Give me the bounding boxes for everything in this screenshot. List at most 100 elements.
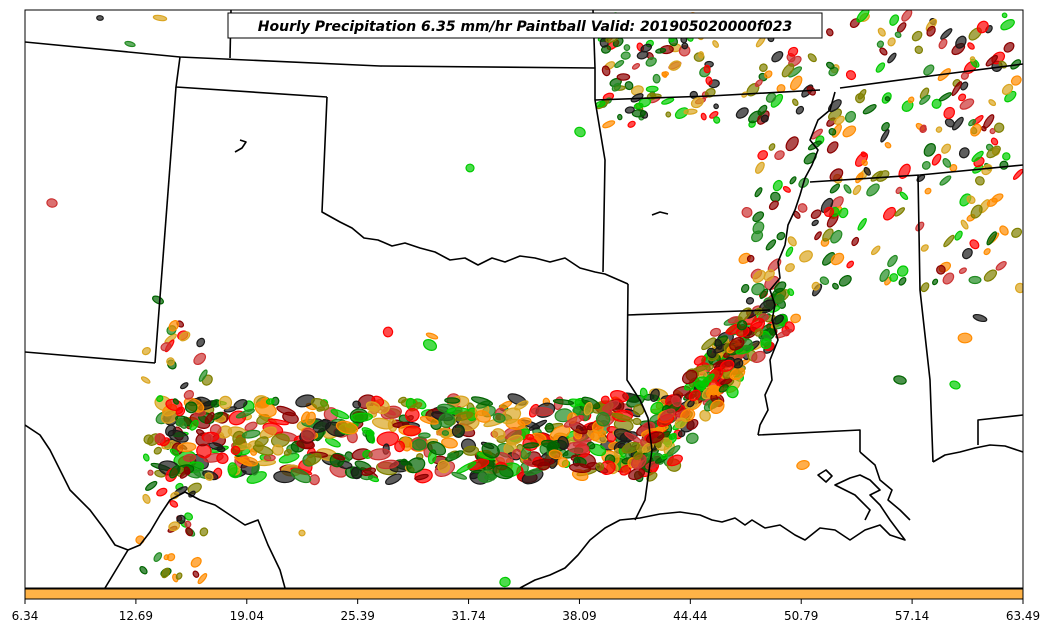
state-boundaries <box>25 10 1023 588</box>
precipitation-blob <box>690 97 704 109</box>
precipitation-blob <box>712 40 720 48</box>
colorbar-ticks: 6.34 12.69 19.04 25.39 31.74 38.09 44.44 50.79 5… <box>12 599 1040 623</box>
precipitation-blob <box>169 500 179 508</box>
precipitation-blob <box>141 346 151 356</box>
precipitation-blob <box>185 527 194 537</box>
precipitation-blob <box>271 444 284 456</box>
precipitation-blob <box>845 70 857 81</box>
precipitation-blob <box>726 385 739 399</box>
tennessee-south-border <box>809 164 1023 183</box>
colorbar-tick-label: 25.39 <box>340 609 374 623</box>
precipitation-blob <box>124 40 136 48</box>
precipitation-blob <box>819 276 830 286</box>
precipitation-blob <box>889 273 899 282</box>
precipitation-blob <box>447 452 457 460</box>
precipitation-blob <box>719 359 735 372</box>
precipitation-blob <box>365 401 381 412</box>
precipitation-blob <box>283 448 292 456</box>
precipitation-blob <box>830 229 843 244</box>
precipitation-blob <box>437 459 450 474</box>
precipitation-blob <box>958 267 967 274</box>
precipitation-blob <box>661 97 675 105</box>
precipitation-blob <box>324 437 341 448</box>
precipitation-blob <box>640 43 653 53</box>
precipitation-blob <box>530 406 554 417</box>
precipitation-blob <box>811 219 819 227</box>
precipitation-blob <box>232 430 246 446</box>
precipitation-blob <box>183 453 197 462</box>
precipitation-blob <box>645 85 659 93</box>
precipitation-blob <box>936 264 946 275</box>
precipitation-blob <box>709 327 722 337</box>
precipitation-blob <box>1001 83 1014 95</box>
precipitation-blob <box>923 143 936 157</box>
precipitation-blob <box>898 163 911 179</box>
precipitation-blob <box>1001 12 1008 19</box>
precipitation-blob <box>175 406 186 417</box>
precipitation-blob <box>875 62 886 73</box>
precipitation-blob <box>705 76 713 86</box>
precipitation-blob <box>600 395 610 405</box>
precipitation-blob <box>184 401 198 414</box>
precipitation-blob <box>844 110 857 123</box>
precipitation-blob <box>968 118 977 127</box>
precipitation-blob <box>942 158 952 168</box>
precipitation-blob <box>787 46 799 57</box>
precipitation-blob <box>403 425 421 437</box>
precipitation-blob <box>855 92 865 104</box>
precipitation-blob <box>875 170 890 182</box>
precipitation-blob <box>166 357 175 366</box>
new-mexico-east-border <box>154 86 177 364</box>
precipitation-blob <box>660 453 668 460</box>
precipitation-blob <box>958 147 970 159</box>
lake-outline <box>651 211 669 216</box>
kentucky-border <box>839 63 1023 89</box>
colorbar <box>24 588 1024 600</box>
precipitation-blob <box>156 395 164 403</box>
precipitation-blob <box>718 384 729 393</box>
precipitation-blob <box>179 331 191 342</box>
precipitation-blob <box>645 57 657 67</box>
precipitation-blob <box>474 410 491 423</box>
precipitation-blob <box>548 449 563 460</box>
precipitation-blob <box>180 382 189 390</box>
precipitation-blob <box>752 211 765 223</box>
precipitation-blob <box>843 184 852 194</box>
precipitation-blob <box>193 352 207 366</box>
precipitation-blob <box>411 438 427 451</box>
precipitation-blob <box>935 126 943 133</box>
precipitation-blob <box>759 63 768 72</box>
precipitation-blob <box>290 468 312 484</box>
precipitation-blob <box>914 45 924 54</box>
precipitation-blob <box>614 59 625 69</box>
precipitation-blob <box>177 442 197 453</box>
precipitation-blob <box>1000 19 1015 31</box>
precipitation-blob <box>894 31 902 38</box>
precipitation-blob <box>161 567 170 579</box>
precipitation-blob <box>140 376 151 384</box>
precipitation-blob <box>774 150 785 161</box>
precipitation-blob <box>451 424 465 438</box>
precipitation-blob <box>940 28 953 40</box>
precipitation-blob <box>920 282 930 293</box>
precipitation-blob <box>235 408 255 419</box>
precipitation-blob <box>881 122 890 132</box>
precipitation-blob <box>152 14 168 22</box>
precipitation-blob <box>999 225 1009 236</box>
precipitation-blob <box>631 63 641 70</box>
precipitation-blob <box>216 446 226 453</box>
precipitation-blob <box>943 234 955 248</box>
precipitation-blob <box>785 263 795 273</box>
precipitation-blob <box>422 339 438 351</box>
precipitation-blob <box>617 113 623 121</box>
precipitation-blob <box>310 398 330 411</box>
precipitation-blob <box>735 107 749 119</box>
precipitation-blob <box>184 512 194 521</box>
precipitation-blob <box>838 275 852 287</box>
precipitation-blob <box>774 281 787 294</box>
precipitation-blob <box>797 203 808 213</box>
arkansas-louisiana-border <box>626 309 771 316</box>
precipitation-blob <box>829 168 844 182</box>
precipitation-blob <box>990 137 999 146</box>
precipitation-blob <box>781 63 795 78</box>
